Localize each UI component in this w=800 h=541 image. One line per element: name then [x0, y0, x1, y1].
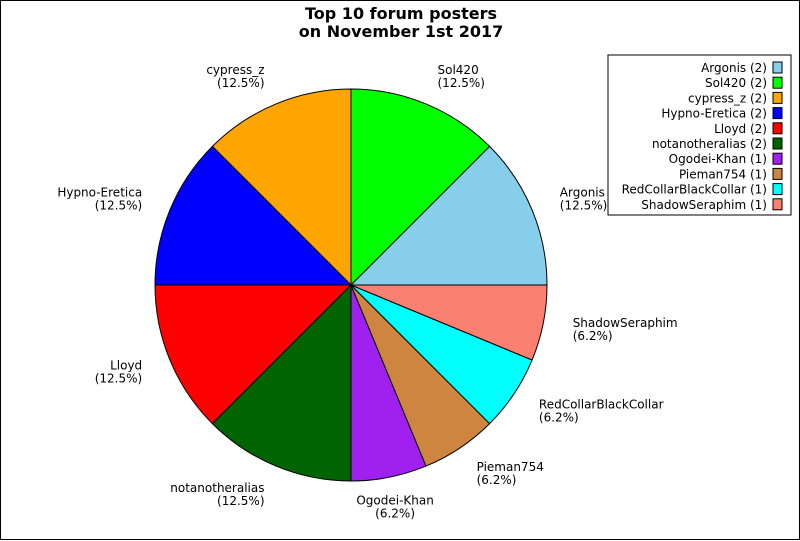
slice-label-ogodei-khan: Ogodei-Khan (6.2%)	[356, 494, 434, 521]
legend-entry-cypress_z: cypress_z (2)	[688, 91, 767, 105]
slice-label-pieman754: Pieman754 (6.2%)	[477, 460, 544, 487]
legend-swatch-shadowseraphim	[772, 198, 783, 211]
slice-label-lloyd: Lloyd (12.5%)	[95, 359, 142, 386]
legend-swatch-notanotheralias	[772, 137, 783, 150]
legend: Argonis (2)Sol420 (2)cypress_z (2) Hypno-…	[607, 54, 792, 216]
legend-entry-ogodei-khan: Ogodei-Khan (1)	[669, 152, 767, 166]
slice-label-hypno-eretica: Hypno-Eretica (12.5%)	[57, 186, 142, 213]
legend-swatch-lloyd	[772, 122, 783, 135]
pie-slice-shadowseraphim	[350, 284, 548, 361]
slice-label-cypress_z: cypress_z (12.5%)	[206, 63, 264, 90]
chart-title-line-1: Top 10 forum posters	[305, 4, 497, 23]
legend-entry-pieman754: Pieman754 (1)	[679, 167, 767, 181]
legend-swatch-cypress_z	[772, 91, 783, 104]
pie-slices	[154, 88, 548, 482]
legend-entry-shadowseraphim: ShadowSeraphim (1)	[641, 198, 767, 212]
legend-entry-hypno-eretica: Hypno-Eretica (2)	[661, 107, 767, 121]
slice-label-notanotheralias: notanotheralias (12.5%)	[170, 481, 264, 508]
pie-slice-sol420	[350, 88, 491, 287]
legend-swatch-argonis	[772, 61, 783, 74]
pie-slice-argonis	[349, 145, 548, 286]
legend-entry-redcollarblackcollar: RedCollarBlackCollar (1)	[622, 183, 767, 197]
legend-swatch-hypno-eretica	[772, 107, 783, 120]
slice-label-shadowseraphim: ShadowSeraphim (6.2%)	[573, 316, 678, 343]
slice-label-redcollarblackcollar: RedCollarBlackCollar (6.2%)	[539, 398, 664, 425]
legend-box	[607, 54, 792, 216]
chart-title-line-2: on November 1st 2017	[299, 22, 503, 41]
legend-swatch-sol420	[772, 76, 783, 89]
slice-labels: Argonis (12.5%) Sol420 (12.5%) cypress_z (12.…	[57, 63, 677, 521]
legend-entry-lloyd: Lloyd (2)	[714, 122, 767, 136]
legend-entry-notanotheralias: notanotheralias (2)	[652, 137, 767, 151]
legend-swatch-ogodei-khan	[772, 152, 783, 165]
pie-slice-hypno-eretica	[154, 145, 353, 286]
legend-swatch-redcollarblackcollar	[772, 183, 783, 196]
slice-label-argonis: Argonis (12.5%)	[560, 186, 607, 213]
pie-slice-lloyd	[154, 284, 353, 425]
pie-slice-notanotheralias	[211, 283, 352, 482]
legend-swatch-pieman754	[772, 167, 783, 180]
pie-slice-cypress_z	[211, 88, 352, 287]
legend-entry-sol420: Sol420 (2)	[705, 76, 767, 90]
legend-entry-argonis: Argonis (2)	[701, 61, 767, 75]
slice-label-sol420: Sol420 (12.5%)	[438, 63, 485, 90]
